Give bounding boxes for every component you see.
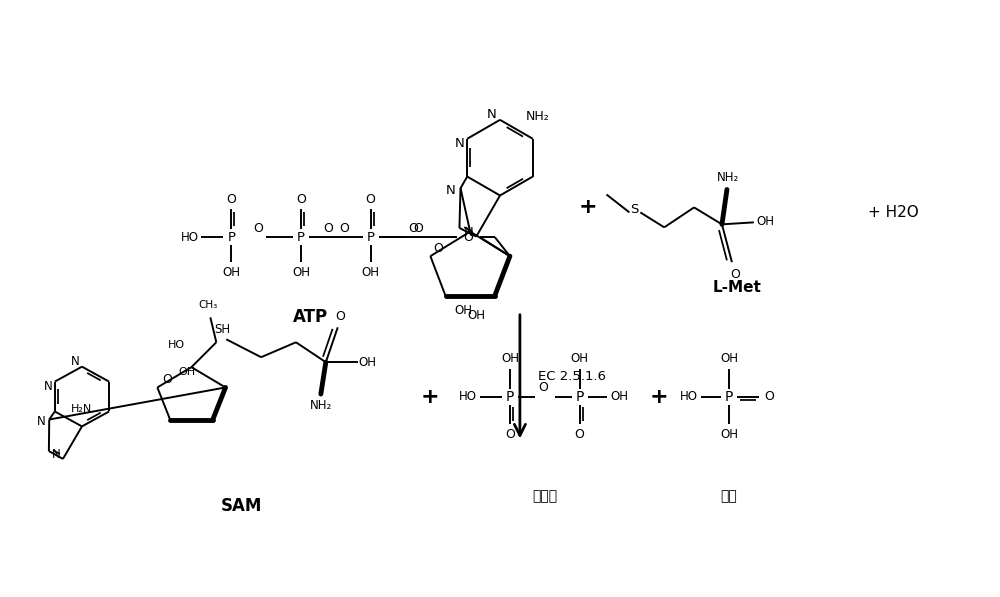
- Text: P: P: [227, 231, 235, 244]
- Text: OH: OH: [610, 390, 628, 403]
- Text: O: O: [764, 390, 774, 403]
- Text: CH₃: CH₃: [199, 300, 218, 310]
- Text: P: P: [506, 389, 514, 404]
- Text: P: P: [297, 231, 305, 244]
- Text: EC 2.5.1.6: EC 2.5.1.6: [538, 370, 606, 383]
- Text: SH: SH: [214, 323, 230, 336]
- Text: N: N: [43, 380, 52, 393]
- Text: OH: OH: [292, 266, 310, 279]
- Text: 二磷酸: 二磷酸: [532, 489, 557, 503]
- Text: S: S: [630, 203, 639, 216]
- Text: OH: OH: [571, 352, 589, 365]
- Text: O: O: [463, 231, 473, 244]
- Text: O: O: [226, 193, 236, 206]
- Text: NH₂: NH₂: [310, 399, 332, 413]
- Text: O: O: [296, 193, 306, 206]
- Text: HO: HO: [459, 390, 477, 403]
- Text: NH₂: NH₂: [717, 171, 739, 184]
- Text: +: +: [578, 198, 597, 217]
- Text: + H2O: + H2O: [868, 205, 919, 220]
- Text: O: O: [730, 267, 740, 281]
- Text: OH: OH: [757, 215, 775, 228]
- Text: O: O: [433, 242, 443, 255]
- Text: O: O: [253, 222, 263, 235]
- Text: OH: OH: [468, 309, 486, 322]
- Text: HO: HO: [168, 340, 185, 350]
- Text: O: O: [335, 310, 345, 323]
- Text: O: O: [575, 428, 585, 441]
- Text: +: +: [421, 386, 440, 407]
- Text: HO: HO: [680, 390, 698, 403]
- Text: O: O: [505, 428, 515, 441]
- Text: OH: OH: [362, 266, 380, 279]
- Text: O: O: [162, 373, 172, 386]
- Text: OH: OH: [454, 304, 472, 318]
- Text: P: P: [725, 389, 733, 404]
- Text: O: O: [413, 222, 423, 235]
- Text: O: O: [339, 222, 349, 235]
- Text: HO: HO: [180, 231, 198, 244]
- Text: L-Met: L-Met: [712, 279, 761, 294]
- Text: N: N: [454, 137, 464, 150]
- Text: OH: OH: [179, 367, 196, 377]
- Text: OH: OH: [359, 356, 377, 369]
- Text: SAM: SAM: [221, 497, 262, 515]
- Text: O: O: [323, 222, 333, 235]
- Text: N: N: [52, 448, 60, 461]
- Text: N: N: [487, 109, 497, 121]
- Text: N: N: [446, 184, 455, 196]
- Text: 磷酸: 磷酸: [721, 489, 737, 503]
- Text: N: N: [37, 415, 46, 428]
- Text: OH: OH: [501, 352, 519, 365]
- Text: P: P: [367, 231, 375, 244]
- Text: N: N: [71, 355, 79, 368]
- Text: NH₂: NH₂: [526, 110, 550, 124]
- Text: O: O: [366, 193, 376, 206]
- Text: OH: OH: [720, 352, 738, 365]
- Text: O: O: [538, 381, 548, 394]
- Text: +: +: [650, 386, 669, 407]
- Text: N: N: [463, 226, 473, 239]
- Text: P: P: [575, 389, 584, 404]
- Text: OH: OH: [720, 428, 738, 441]
- Text: OH: OH: [222, 266, 240, 279]
- Text: O: O: [408, 222, 418, 235]
- Text: H₂N: H₂N: [71, 405, 92, 414]
- Text: ATP: ATP: [293, 308, 328, 326]
